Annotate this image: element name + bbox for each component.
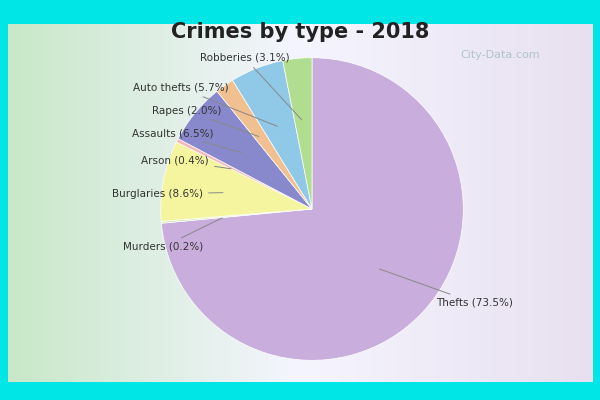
Wedge shape [233,60,312,209]
Text: Auto thefts (5.7%): Auto thefts (5.7%) [133,83,277,126]
Text: Thefts (73.5%): Thefts (73.5%) [380,269,513,308]
Wedge shape [178,91,312,209]
Wedge shape [161,58,463,360]
Wedge shape [283,58,312,209]
Text: Murders (0.2%): Murders (0.2%) [123,218,222,252]
Wedge shape [176,139,312,209]
Text: Robberies (3.1%): Robberies (3.1%) [200,53,302,120]
Wedge shape [161,209,312,223]
Text: Arson (0.4%): Arson (0.4%) [142,156,231,169]
Wedge shape [217,80,312,209]
Text: Crimes by type - 2018: Crimes by type - 2018 [171,22,429,42]
Text: Burglaries (8.6%): Burglaries (8.6%) [112,189,223,199]
Wedge shape [161,142,312,221]
Text: City-Data.com: City-Data.com [460,50,540,60]
Text: Rapes (2.0%): Rapes (2.0%) [152,106,259,136]
Text: Assaults (6.5%): Assaults (6.5%) [132,128,242,152]
